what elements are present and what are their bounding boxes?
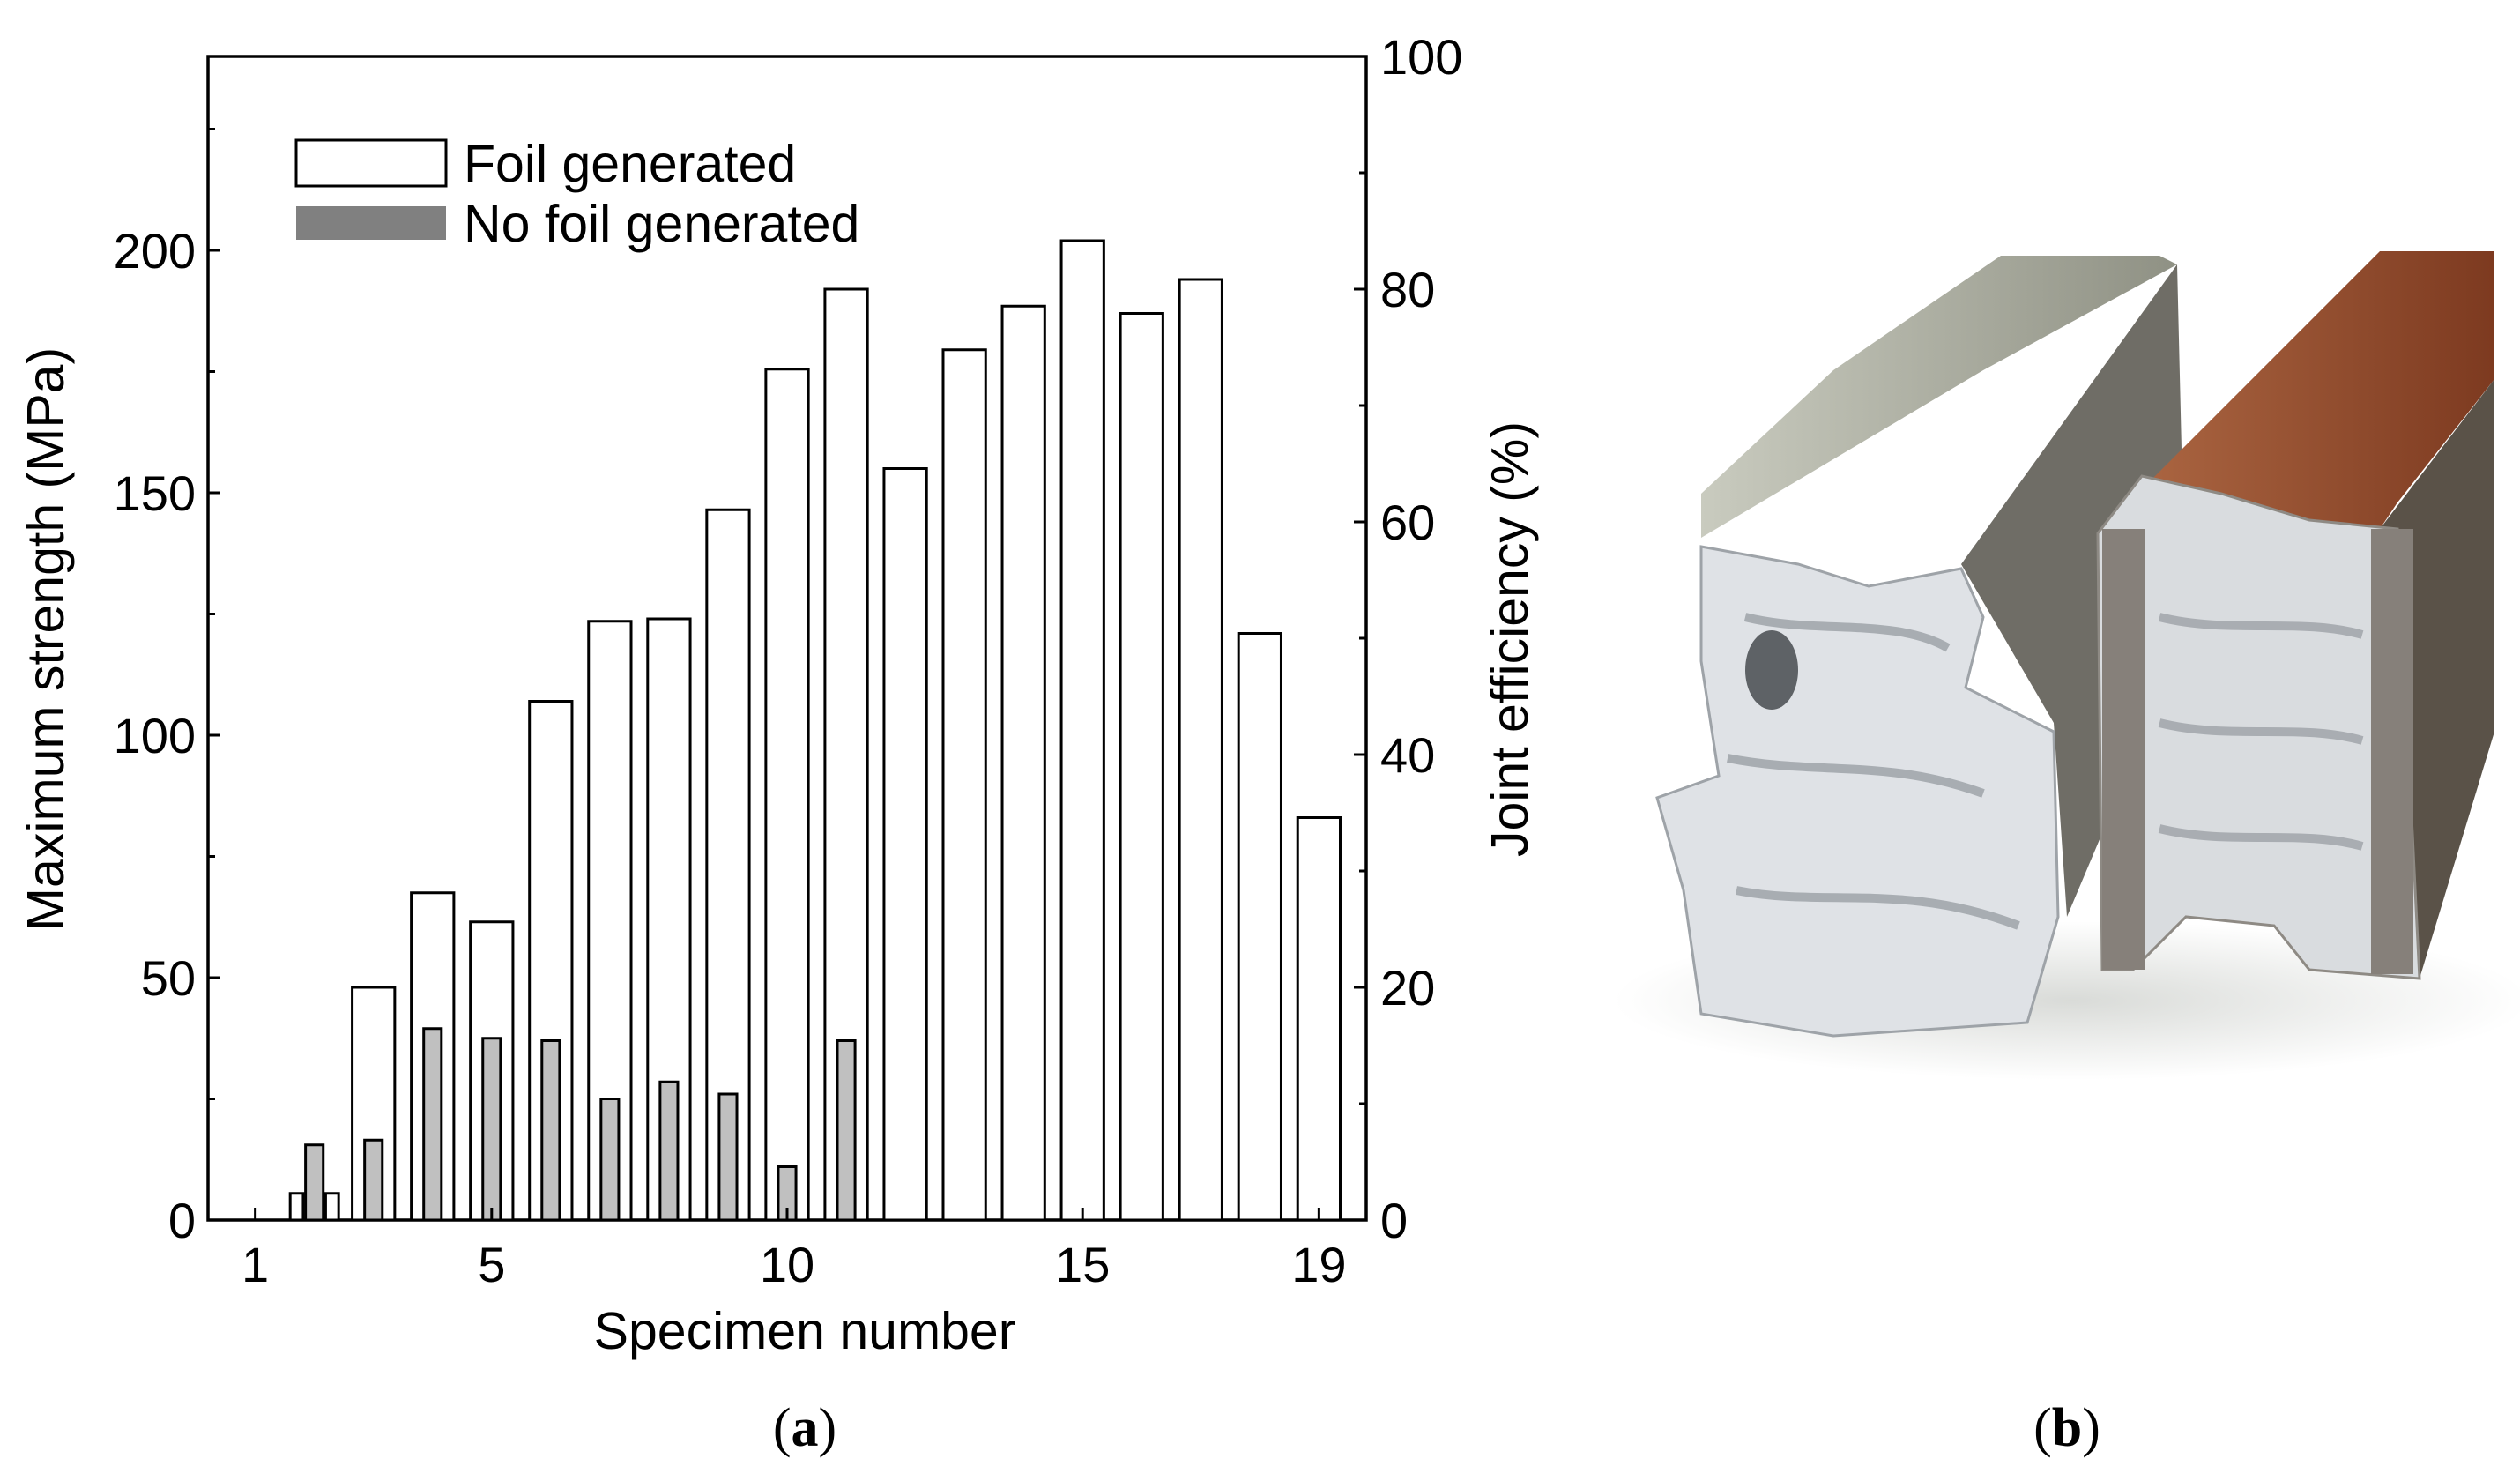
legend-label-foil-generated: Foil generated	[464, 135, 796, 193]
panel-label-a: (a)	[773, 1398, 836, 1458]
bars-layer	[288, 239, 1342, 1222]
x-tick-label-15: 15	[1055, 1237, 1110, 1292]
legend-label-no-foil-generated: No foil generated	[464, 195, 859, 253]
right-specimen-top-face	[2102, 251, 2494, 529]
bar-foil-generated-15	[1059, 239, 1105, 1222]
legend: Foil generated No foil generated	[294, 135, 859, 253]
bar-no-foil-generated-3	[363, 1138, 384, 1222]
bar-no-foil-generated-5	[481, 1037, 502, 1222]
legend-swatch-foil-generated	[294, 138, 448, 188]
y-tick-label-50: 50	[141, 950, 196, 1006]
panel-label-a-letter: a	[792, 1398, 819, 1458]
bar-foil-generated-16	[1119, 312, 1164, 1222]
y2-tick-label-0: 0	[1380, 1193, 1408, 1248]
y-tick-label-200: 200	[114, 223, 196, 279]
right-fracture-streak	[2158, 613, 2364, 851]
bar-no-foil-generated-2	[304, 1143, 325, 1222]
left-specimen-top-face	[1701, 256, 2177, 538]
bar-no-foil-generated-9	[717, 1092, 739, 1222]
bar-foil-generated-13	[941, 348, 987, 1222]
y2-tick-label-80: 80	[1380, 262, 1435, 317]
y-tick-label-0: 0	[168, 1193, 196, 1248]
x-tick-label-1: 1	[242, 1237, 269, 1292]
y-tick-label-150: 150	[114, 465, 196, 521]
photo-panel-b: (b)	[1613, 251, 2520, 1458]
x-tick-label-5: 5	[478, 1237, 505, 1292]
bar-no-foil-generated-7	[599, 1098, 621, 1222]
bar-foil-generated-10	[764, 368, 810, 1222]
right-specimen	[2096, 251, 2494, 980]
bar-foil-generated-14	[1000, 304, 1046, 1222]
y2-tick-label-60: 60	[1380, 495, 1435, 550]
bar-no-foil-generated-8	[658, 1080, 680, 1222]
panel-label-b: (b)	[2033, 1398, 2100, 1458]
bar-foil-generated-12	[882, 467, 928, 1222]
left-fracture-dark-spot	[1745, 630, 1798, 710]
y2-tick-label-100: 100	[1380, 29, 1462, 85]
y2-axis-title: Joint efficiency (%)	[1481, 421, 1539, 857]
bar-foil-generated-18	[1237, 632, 1282, 1222]
bar-foil-generated-2-left	[288, 1192, 305, 1222]
bar-foil-generated-19	[1296, 816, 1342, 1222]
x-tick-label-19: 19	[1291, 1237, 1346, 1292]
y2-tick-label-20: 20	[1380, 960, 1435, 1016]
bar-series-2-2-right	[323, 1192, 340, 1222]
bar-no-foil-generated-11	[836, 1039, 857, 1222]
y-axis-title: Maximum strength (MPa)	[17, 347, 75, 931]
bar-foil-generated-17	[1178, 278, 1223, 1222]
legend-swatch-no-foil-generated	[296, 206, 446, 240]
y2-tick-label-40: 40	[1380, 727, 1435, 783]
bar-no-foil-generated-6	[540, 1039, 561, 1222]
x-axis-title: Specimen number	[594, 1302, 1016, 1360]
right-fracture-rim-right	[2371, 529, 2413, 974]
bar-no-foil-generated-4	[422, 1027, 443, 1222]
right-fracture-rim-left	[2102, 529, 2145, 970]
x-tick-label-10: 10	[760, 1237, 814, 1292]
left-fracture-streak	[1727, 613, 2020, 930]
panel-label-b-letter: b	[2052, 1398, 2082, 1458]
y-tick-label-100: 100	[114, 708, 196, 763]
